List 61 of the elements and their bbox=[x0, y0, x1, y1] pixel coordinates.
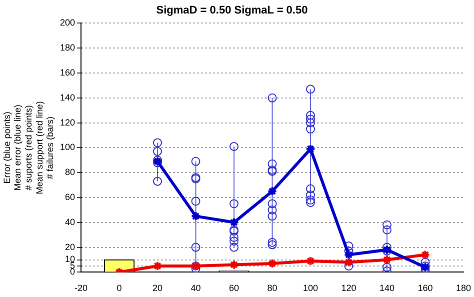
point bbox=[230, 232, 239, 242]
point bbox=[344, 250, 354, 260]
x-tick-label: 0 bbox=[116, 283, 122, 294]
point bbox=[306, 110, 315, 120]
point bbox=[382, 225, 392, 234]
point bbox=[267, 186, 278, 196]
point bbox=[306, 195, 315, 204]
y-axis-title: Error (blue points) Mean error (blue line) # suports (red points) Mean support (red line) # failures (bars) bbox=[2, 101, 56, 194]
y-tick-label: 20 bbox=[65, 242, 76, 252]
y-tick-label: 180 bbox=[60, 42, 76, 53]
point bbox=[268, 159, 277, 168]
y-tick-label: 60 bbox=[65, 192, 76, 202]
y-tick-label: 120 bbox=[60, 117, 76, 128]
y-tick-label: 40 bbox=[65, 216, 76, 227]
point bbox=[306, 114, 315, 124]
point bbox=[268, 212, 277, 221]
point bbox=[382, 220, 392, 230]
point bbox=[268, 240, 277, 250]
point bbox=[344, 257, 354, 268]
x-tick-label: 100 bbox=[302, 283, 318, 294]
point bbox=[153, 138, 162, 148]
point bbox=[306, 256, 316, 266]
point bbox=[268, 199, 277, 208]
x-tick-label: 160 bbox=[418, 283, 433, 294]
y-tick-label: 80 bbox=[65, 167, 76, 178]
x-tick-label: 40 bbox=[190, 283, 201, 294]
point bbox=[268, 238, 277, 247]
point bbox=[268, 205, 277, 214]
point bbox=[267, 258, 278, 268]
point bbox=[306, 144, 316, 154]
point bbox=[230, 242, 239, 252]
x-tick-label: 20 bbox=[152, 283, 163, 294]
point bbox=[153, 176, 162, 186]
point bbox=[306, 118, 315, 128]
point bbox=[382, 262, 392, 272]
point bbox=[191, 156, 200, 166]
point bbox=[306, 124, 315, 134]
point bbox=[230, 236, 239, 246]
x-tick-label: 180 bbox=[456, 283, 472, 294]
x-tick-label: -20 bbox=[74, 283, 88, 294]
y-tick-label: 140 bbox=[60, 92, 76, 102]
point bbox=[153, 146, 162, 156]
x-tick-label: 140 bbox=[379, 283, 395, 294]
chart-title: SigmaD = 0.50 SigmaL = 0.50 bbox=[156, 4, 308, 17]
y-tick-label: 200 bbox=[60, 18, 76, 28]
point bbox=[230, 199, 239, 208]
x-tick-label: 60 bbox=[229, 283, 240, 294]
point bbox=[306, 84, 315, 94]
point bbox=[306, 190, 315, 200]
point bbox=[191, 242, 200, 252]
point bbox=[229, 217, 240, 228]
point bbox=[306, 198, 315, 207]
point bbox=[306, 184, 315, 194]
y-tick-label: 100 bbox=[60, 142, 76, 152]
point bbox=[230, 142, 239, 151]
point bbox=[268, 93, 277, 102]
x-tick-label: 120 bbox=[341, 283, 356, 294]
point bbox=[190, 211, 201, 222]
point bbox=[191, 196, 200, 206]
x-tick-label: 80 bbox=[267, 283, 278, 294]
y-tick-label: 160 bbox=[60, 67, 76, 78]
